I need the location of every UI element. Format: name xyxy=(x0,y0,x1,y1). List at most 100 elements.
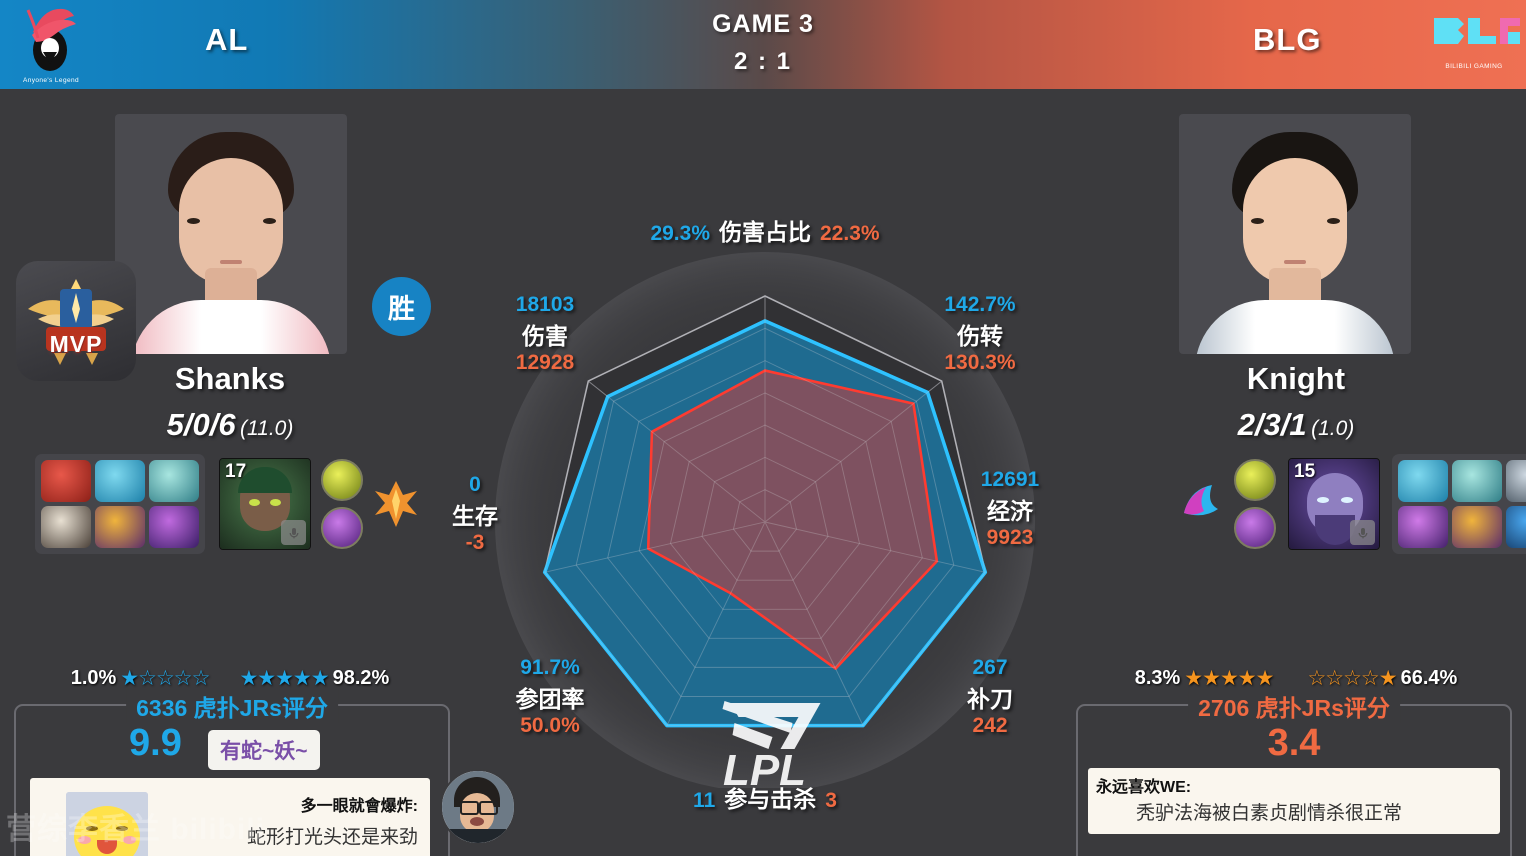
axis-survival-blue: 0 xyxy=(469,473,481,496)
spell-flash-icon[interactable] xyxy=(1234,507,1276,549)
right-comment-username: 永远喜欢WE: xyxy=(1096,779,1192,796)
right-summoner-spells xyxy=(1234,459,1276,549)
item-slot[interactable] xyxy=(41,460,91,502)
right-player-name: Knight xyxy=(1246,361,1346,396)
right-champion-icon[interactable]: 15 xyxy=(1288,458,1380,550)
axis-cs-blue: 267 xyxy=(972,656,1008,679)
radar-svg xyxy=(495,252,1035,792)
axis-survival-name: 生存 xyxy=(452,503,498,529)
left-player-name: Shanks xyxy=(174,361,286,396)
left-high-stars: ★★★★★ xyxy=(239,667,329,690)
right-gear-row: 15 xyxy=(1178,454,1526,554)
left-low-stars: ★☆☆☆☆ xyxy=(120,667,210,690)
axis-damage-conv-name: 伤转 xyxy=(957,323,1003,349)
left-kda-ratio: (11.0) xyxy=(240,417,294,440)
axis-gold-name: 经济 xyxy=(987,498,1033,524)
match-header: Anyone's Legend AL GAME 3 2 : 1 BLG BILI… xyxy=(0,0,1526,89)
axis-tfr-red: 50.0% xyxy=(520,714,580,737)
left-team-name: AL xyxy=(205,22,249,57)
right-high-pct: 66.4% xyxy=(1400,667,1458,689)
axis-tfr-name: 参团率 xyxy=(515,686,585,712)
axis-kp-name: 参与击杀 xyxy=(724,786,817,812)
item-slot[interactable] xyxy=(1506,460,1526,502)
svg-text:LPL: LPL xyxy=(723,746,806,789)
axis-gold-red: 9923 xyxy=(986,526,1034,549)
lpl-logo: LPL xyxy=(673,693,858,795)
axis-damage-blue: 18103 xyxy=(515,293,575,316)
left-comment-username: 多一眼就會爆炸: xyxy=(300,798,418,815)
left-rune-icon xyxy=(373,479,419,529)
left-champion-level: 17 xyxy=(225,461,247,482)
left-champion-icon[interactable]: 17 xyxy=(219,458,311,550)
item-slot[interactable] xyxy=(1452,506,1502,548)
right-votes-title: 2706 虎扑JRs评分 xyxy=(1188,689,1400,723)
item-slot[interactable] xyxy=(1506,506,1526,548)
left-votes-count: 6336 xyxy=(136,695,188,721)
axis-damage-share-blue: 29.3% xyxy=(650,222,710,245)
left-nickname-tag: 有蛇~妖~ xyxy=(208,730,320,770)
right-high-stars: ☆☆☆☆★ xyxy=(1307,667,1397,690)
axis-cs-name: 补刀 xyxy=(967,686,1013,712)
left-commenter-avatar xyxy=(440,769,516,845)
axis-kp-blue: 11 xyxy=(693,789,716,812)
left-low-pct: 1.0% xyxy=(70,667,117,689)
right-player-portrait xyxy=(1179,114,1411,354)
bilibili-watermark: 营综李香兰 bilibili xyxy=(6,813,265,846)
left-votes-label: 虎扑JRs评分 xyxy=(193,695,328,721)
right-kda-ratio: (1.0) xyxy=(1311,417,1355,440)
right-kda: 2/3/1 xyxy=(1237,407,1307,442)
spell-ghost-icon[interactable] xyxy=(321,459,363,501)
left-score-frame: 6336 虎扑JRs评分 9.9 有蛇~妖~ 多一眼就會爆炸: xyxy=(14,689,450,856)
comment-emoji-image xyxy=(66,792,148,856)
item-slot[interactable] xyxy=(95,460,145,502)
spell-ghost-icon[interactable] xyxy=(1234,459,1276,501)
axis-damage-name: 伤害 xyxy=(522,323,568,349)
left-fan-score: 9.9 xyxy=(129,722,182,764)
item-slot[interactable] xyxy=(1398,460,1448,502)
left-high-pct: 98.2% xyxy=(332,667,390,689)
axis-tfr-blue: 91.7% xyxy=(520,656,580,679)
axis-damage-conv-red: 130.3% xyxy=(944,351,1016,374)
item-slot[interactable] xyxy=(1452,460,1502,502)
left-rating-stars-row: 1.0% ★☆☆☆☆ ★★★★★ 98.2% xyxy=(0,667,460,690)
right-item-grid xyxy=(1392,454,1526,554)
item-slot[interactable] xyxy=(1398,506,1448,548)
al-team-logo: Anyone's Legend xyxy=(8,2,94,87)
left-gear-row: 17 xyxy=(35,454,419,554)
axis-damage-red: 12928 xyxy=(515,351,575,374)
item-slot[interactable] xyxy=(41,506,91,548)
axis-survival-red: -3 xyxy=(465,531,485,554)
right-rating-stars-row: 8.3% ★★★★★ ☆☆☆☆★ 66.4% xyxy=(1066,667,1526,690)
mic-muted-icon xyxy=(281,520,306,545)
axis-kp-red: 3 xyxy=(825,789,837,812)
axis-label-team-fight-rate: 91.7% 参团率 50.0% xyxy=(475,656,625,738)
left-player-panel: MVP 胜 Shanks 5/0/6 (11.0) xyxy=(0,89,516,856)
blg-logo-subtitle: BILIBILI GAMING xyxy=(1445,63,1503,70)
left-item-grid xyxy=(35,454,205,554)
axis-label-survival: 0 生存 -3 xyxy=(410,473,540,555)
spell-flash-icon[interactable] xyxy=(321,507,363,549)
right-team-name: BLG xyxy=(1253,22,1322,57)
item-slot[interactable] xyxy=(149,460,199,502)
left-kda: 5/0/6 xyxy=(166,407,236,442)
item-slot[interactable] xyxy=(95,506,145,548)
right-rune-icon xyxy=(1178,479,1224,529)
left-comment-text: 蛇形打光头还是来劲 xyxy=(246,827,418,848)
axis-cs-red: 242 xyxy=(972,714,1008,737)
right-player-panel: Knight 2/3/1 (1.0) xyxy=(1066,89,1526,856)
axis-damage-share-name: 伤害占比 xyxy=(719,219,811,245)
right-low-pct: 8.3% xyxy=(1134,667,1181,689)
right-comment-card: 永远喜欢WE: 秃驴法海被白素贞剧情杀很正常 xyxy=(1088,768,1500,834)
right-score-frame: 2706 虎扑JRs评分 3.4 永远喜欢WE: 秃驴法海被白素贞剧情杀很正常 xyxy=(1076,689,1512,856)
axis-damage-conv-blue: 142.7% xyxy=(944,293,1016,316)
axis-label-kill-participation: 11 参与击杀 3 xyxy=(605,780,925,814)
blg-team-logo: BILIBILI GAMING xyxy=(1428,10,1520,78)
stats-body: MVP 胜 Shanks 5/0/6 (11.0) xyxy=(0,89,1526,856)
mvp-badge: MVP xyxy=(16,261,136,381)
item-slot[interactable] xyxy=(149,506,199,548)
left-result-badge: 胜 xyxy=(372,277,431,336)
left-comment-card: 多一眼就會爆炸: 蛇形打光头还是来劲 xyxy=(30,778,430,856)
right-votes-count: 2706 xyxy=(1198,695,1250,721)
axis-gold-blue: 12691 xyxy=(980,468,1040,491)
